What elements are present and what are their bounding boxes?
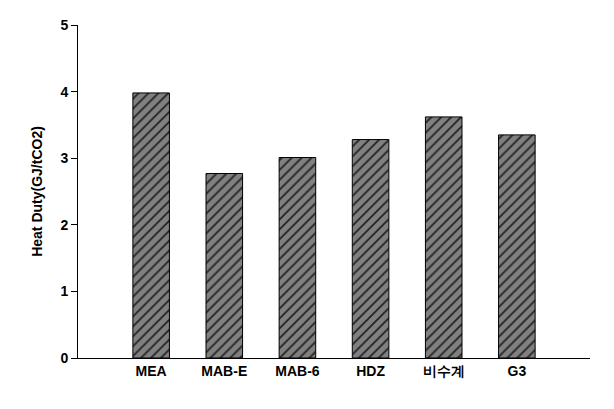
svg-text:5: 5	[60, 17, 68, 33]
svg-text:3: 3	[60, 150, 68, 166]
svg-text:Heat Duty(GJ/tCO2): Heat Duty(GJ/tCO2)	[29, 126, 45, 257]
svg-text:MAB-E: MAB-E	[201, 363, 247, 379]
svg-text:G3: G3	[508, 363, 527, 379]
svg-text:1: 1	[60, 283, 68, 299]
svg-text:4: 4	[60, 84, 68, 100]
svg-text:2: 2	[60, 217, 68, 233]
svg-text:비수계: 비수계	[423, 363, 465, 379]
svg-text:MAB-6: MAB-6	[275, 363, 320, 379]
svg-text:MEA: MEA	[136, 363, 167, 379]
svg-text:0: 0	[60, 350, 68, 366]
svg-text:HDZ: HDZ	[356, 363, 385, 379]
